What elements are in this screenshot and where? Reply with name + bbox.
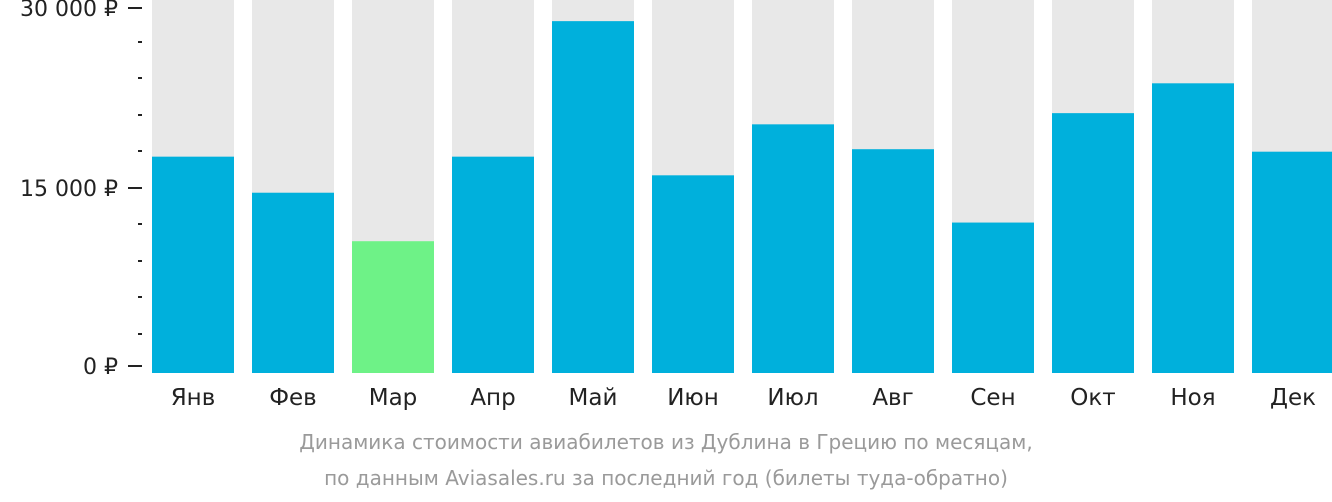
- x-tick-label-2: Мар: [369, 385, 418, 411]
- bar-2: [352, 241, 434, 373]
- y-tick-label-0: 0 ₽: [83, 355, 118, 380]
- x-tick-label-1: Фев: [269, 385, 317, 411]
- x-tick-label-0: Янв: [171, 385, 216, 411]
- x-tick-label-5: Июн: [667, 385, 719, 411]
- chart-caption-line-1: Динамика стоимости авиабилетов из Дублин…: [299, 430, 1033, 454]
- price-bar-chart: Янв Фев Мар Апр Май Июн Июл Авг Сен Окт Ноя Дек 0 ₽ 1…: [20, 0, 1332, 411]
- bar-8: [952, 222, 1034, 373]
- x-tick-label-8: Сен: [970, 385, 1015, 411]
- x-tick-label-9: Окт: [1070, 385, 1115, 411]
- bar-10: [1152, 83, 1234, 373]
- x-tick-label-6: Июл: [767, 385, 818, 411]
- x-tick-label-7: Авг: [872, 385, 913, 411]
- bar-7: [852, 149, 934, 373]
- chart-caption-line-2: по данным Aviasales.ru за последний год …: [324, 466, 1008, 490]
- x-tick-label-11: Дек: [1270, 385, 1316, 411]
- bar-3: [452, 156, 534, 373]
- y-tick-label-2: 30 000 ₽: [20, 0, 118, 22]
- bar-5: [652, 175, 734, 373]
- x-tick-label-10: Ноя: [1170, 385, 1215, 411]
- x-tick-label-4: Май: [569, 385, 618, 411]
- bar-11: [1252, 151, 1332, 373]
- bar-6: [752, 124, 834, 373]
- bar-4: [552, 21, 634, 374]
- y-tick-label-1: 15 000 ₽: [20, 177, 118, 202]
- bar-0: [152, 156, 234, 373]
- bar-1: [252, 192, 334, 373]
- x-tick-label-3: Апр: [470, 385, 515, 411]
- bar-9: [1052, 113, 1134, 373]
